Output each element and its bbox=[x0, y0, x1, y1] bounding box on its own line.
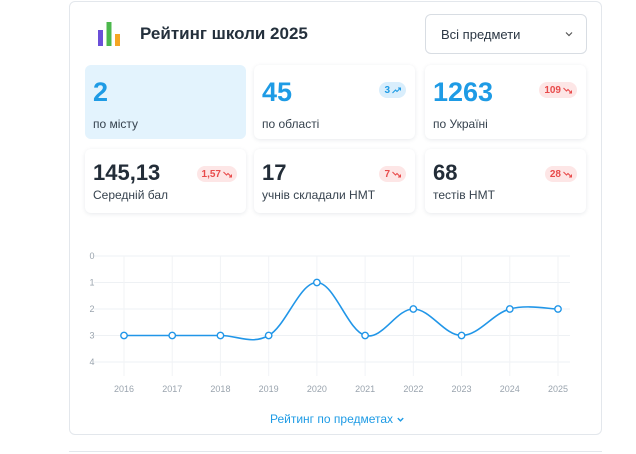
data-point[interactable] bbox=[168, 331, 177, 340]
chevron-down-icon bbox=[397, 417, 404, 422]
stat-value: 1263 bbox=[433, 77, 494, 107]
stat-tests-count: 68 тестів НМТ 28 bbox=[425, 149, 586, 213]
stat-region-rank: 45 по області 3 bbox=[254, 65, 415, 139]
x-tick-label: 2023 bbox=[452, 384, 472, 394]
trend-badge: 109 bbox=[539, 82, 577, 98]
subject-rating-link[interactable]: Рейтинг по предметах bbox=[270, 412, 405, 426]
x-tick-label: 2019 bbox=[259, 384, 279, 394]
subject-select[interactable]: Всі предмети bbox=[425, 14, 587, 54]
y-tick-label: 1 bbox=[89, 278, 94, 288]
stat-value: 68 bbox=[433, 160, 458, 185]
trend-badge: 1,57 bbox=[196, 166, 237, 182]
series-line bbox=[123, 281, 559, 341]
rating-line-chart: 0 1 2 3 4 2016 2017 2018 2019 2020 2021 2022 2023 202… bbox=[89, 251, 570, 394]
x-tick-label: 2021 bbox=[355, 384, 375, 394]
x-tick-label: 2018 bbox=[210, 384, 230, 394]
stat-value: 145,13 bbox=[93, 160, 161, 185]
chevron-down-icon bbox=[565, 32, 573, 37]
data-point[interactable] bbox=[361, 331, 370, 340]
data-point[interactable] bbox=[312, 278, 321, 287]
x-tick-label: 2022 bbox=[403, 384, 423, 394]
stat-value: 17 bbox=[262, 160, 287, 185]
x-tick-label: 2025 bbox=[548, 384, 568, 394]
stat-label: по місту bbox=[93, 117, 139, 131]
page-title: Рейтинг школи 2025 bbox=[140, 24, 308, 43]
x-tick-label: 2020 bbox=[307, 384, 327, 394]
stat-city-rank: 2 по місту bbox=[85, 65, 246, 139]
trend-badge: 7 bbox=[379, 166, 406, 182]
subject-rating-link-label: Рейтинг по предметах bbox=[270, 412, 394, 426]
stat-value: 45 bbox=[262, 77, 293, 107]
data-point[interactable] bbox=[457, 331, 466, 340]
x-tick-label: 2024 bbox=[500, 384, 520, 394]
trend-up-icon bbox=[392, 86, 401, 93]
data-point[interactable] bbox=[505, 305, 514, 313]
x-tick-label: 2017 bbox=[162, 384, 182, 394]
stat-label: тестів НМТ bbox=[433, 188, 495, 202]
trend-down-icon bbox=[392, 171, 401, 178]
trend-down-icon bbox=[223, 171, 232, 178]
stat-value: 2 bbox=[93, 77, 109, 107]
bar-chart-logo-icon bbox=[98, 22, 120, 46]
stat-label: учнів складали НМТ bbox=[262, 188, 376, 202]
divider bbox=[69, 451, 602, 452]
stat-label: по області bbox=[262, 117, 320, 131]
trend-down-icon bbox=[563, 87, 572, 94]
subject-select-value: Всі предмети bbox=[441, 26, 521, 42]
trend-badge: 3 bbox=[379, 82, 406, 98]
y-tick-label: 2 bbox=[89, 304, 94, 314]
trend-down-icon bbox=[563, 171, 572, 178]
stat-country-rank: 1263 по Україні 109 bbox=[425, 65, 586, 139]
trend-badge: 28 bbox=[544, 166, 577, 182]
stat-students-count: 17 учнів складали НМТ 7 bbox=[254, 149, 415, 213]
x-tick-label: 2016 bbox=[114, 384, 134, 394]
data-point[interactable] bbox=[554, 305, 562, 313]
y-tick-label: 4 bbox=[89, 357, 94, 367]
data-point[interactable] bbox=[120, 331, 128, 340]
school-rating-card: Рейтинг школи 2025 Всі предмети 2 по міс… bbox=[69, 1, 602, 435]
stat-label: по Україні bbox=[433, 117, 488, 131]
y-tick-label: 3 bbox=[89, 331, 94, 341]
data-point[interactable] bbox=[216, 331, 225, 340]
data-point[interactable] bbox=[409, 305, 418, 313]
y-tick-label: 0 bbox=[89, 251, 94, 261]
stat-average-score: 145,13 Середній бал 1,57 bbox=[85, 149, 246, 213]
stat-label: Середній бал bbox=[93, 188, 169, 202]
data-point[interactable] bbox=[264, 331, 273, 340]
